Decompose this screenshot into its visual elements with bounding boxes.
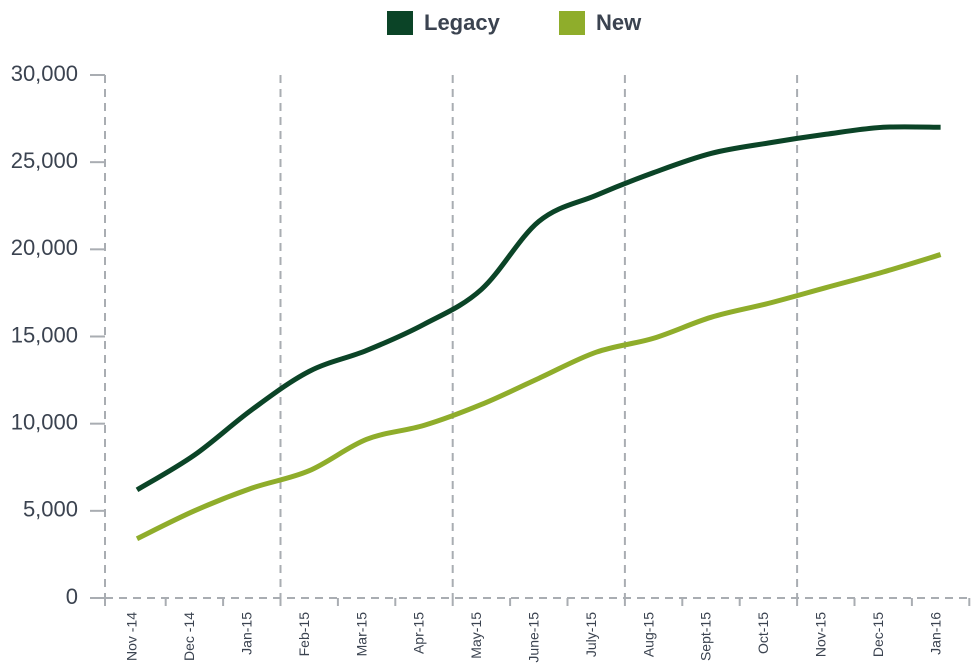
legend-label: Legacy bbox=[424, 10, 501, 35]
y-tick-label: 5,000 bbox=[23, 497, 78, 522]
x-tick-label: Dec-15 bbox=[870, 612, 886, 657]
y-tick-label: 30,000 bbox=[11, 61, 78, 86]
x-tick-label: Aug-15 bbox=[640, 612, 656, 657]
y-tick-label: 20,000 bbox=[11, 235, 78, 260]
x-tick-label: Jan-16 bbox=[927, 612, 943, 655]
x-tick-label: Feb-15 bbox=[296, 612, 312, 657]
legend-swatch bbox=[559, 11, 585, 35]
x-tick-label: July-15 bbox=[583, 612, 599, 657]
x-tick-label: Nov-15 bbox=[813, 612, 829, 657]
x-tick-label: Nov -14 bbox=[124, 612, 140, 661]
x-tick-label: Sept-15 bbox=[698, 612, 714, 661]
legend-swatch bbox=[387, 11, 413, 35]
x-tick-label: Apr-15 bbox=[411, 612, 427, 654]
line-series bbox=[135, 252, 942, 541]
legend-label: New bbox=[596, 10, 642, 35]
x-tick-label: Dec -14 bbox=[181, 612, 197, 661]
y-tick-label: 15,000 bbox=[11, 322, 78, 347]
y-tick-label: 0 bbox=[66, 584, 78, 609]
x-tick-label: May-15 bbox=[468, 612, 484, 659]
line-series bbox=[135, 124, 941, 493]
x-tick-label: Oct-15 bbox=[755, 612, 771, 654]
y-tick-label: 10,000 bbox=[11, 409, 78, 434]
x-tick-label: Jan-15 bbox=[239, 612, 255, 655]
y-tick-label: 25,000 bbox=[11, 148, 78, 173]
x-tick-label: June-15 bbox=[526, 612, 542, 663]
x-tick-label: Mar-15 bbox=[353, 612, 369, 657]
